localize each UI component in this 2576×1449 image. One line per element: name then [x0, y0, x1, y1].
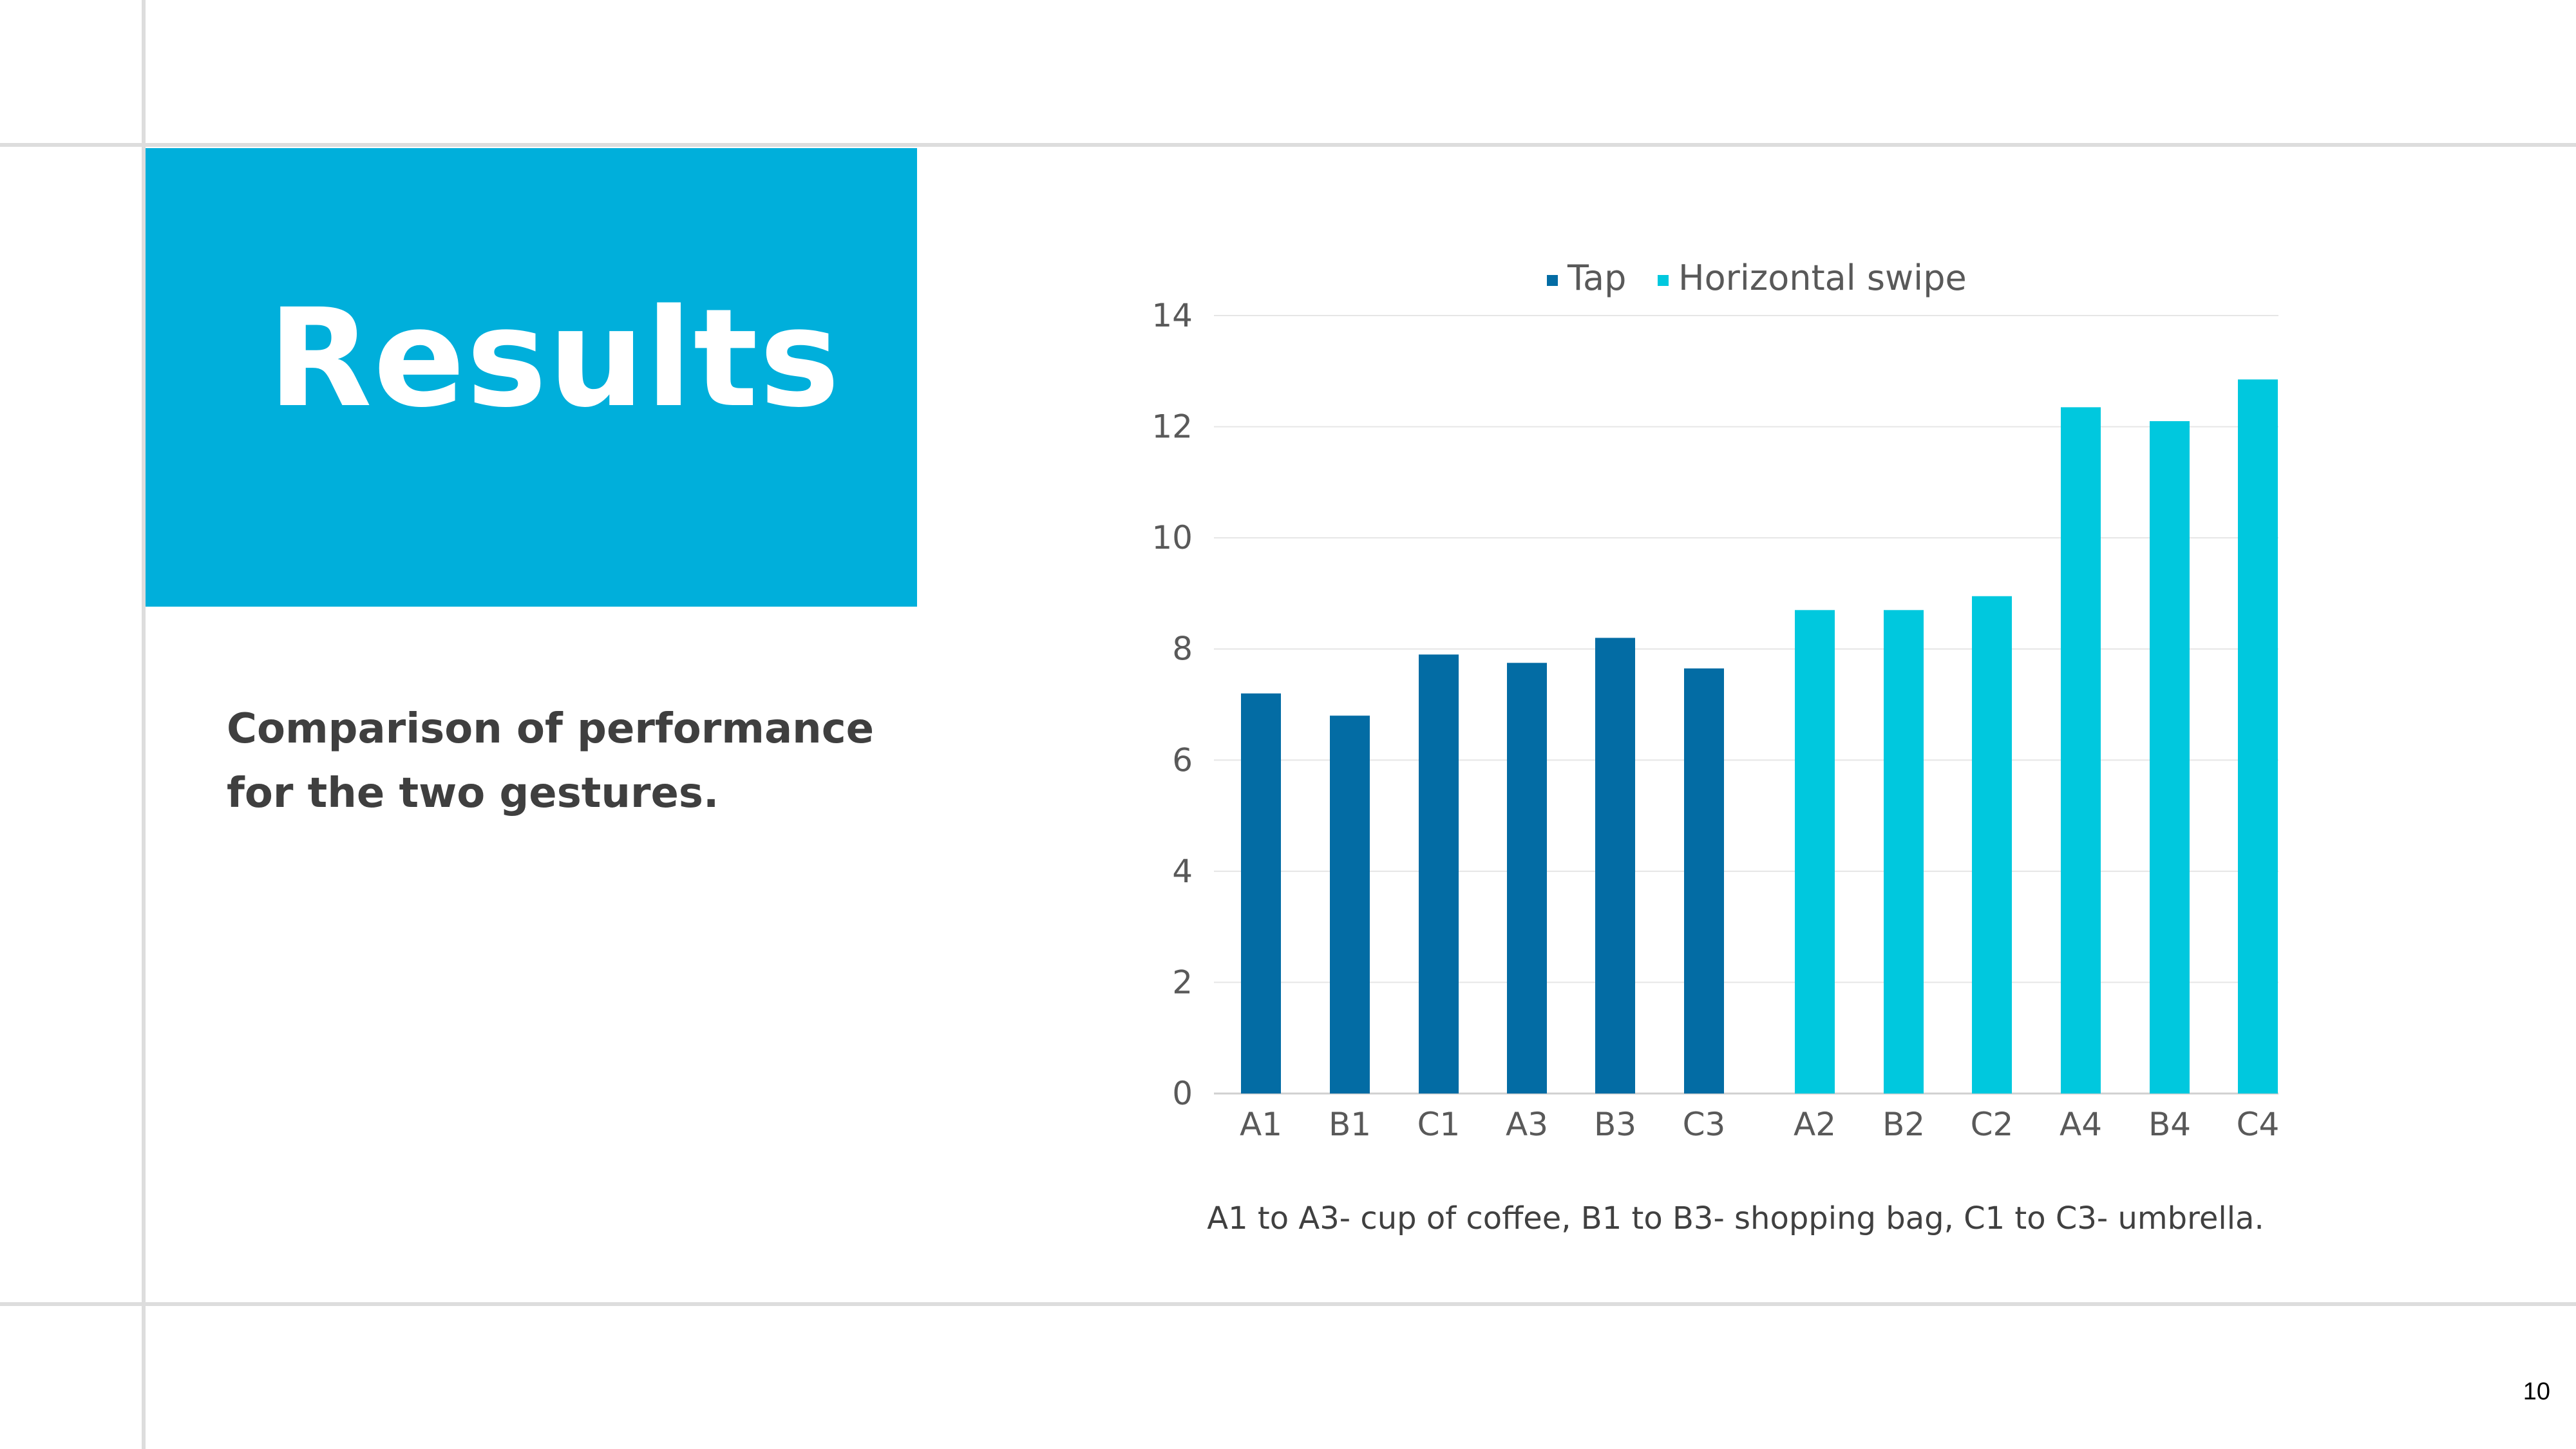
slide-subtitle: Comparison of performance for the two ge… [227, 705, 875, 817]
x-tick-label: A4 [2060, 1106, 2102, 1143]
legend-swatch [1658, 275, 1669, 286]
y-tick-label: 4 [1172, 853, 1193, 890]
x-tick-label: C4 [2237, 1106, 2280, 1143]
x-tick-label: A2 [1794, 1106, 1836, 1143]
left-divider-line [142, 0, 146, 1449]
bar-tap-a3 [1507, 663, 1547, 1094]
chart-gridlines [1214, 315, 2278, 1095]
bar-tap-c1 [1419, 654, 1459, 1094]
bar-tap-a1 [1241, 693, 1281, 1094]
chart-y-axis: 0 2 4 6 8 10 12 14 [1151, 297, 1193, 1112]
y-tick-label: 2 [1172, 963, 1193, 1001]
bar-horizontal-swipe-a4 [2061, 407, 2101, 1094]
bar-tap-b1 [1330, 715, 1370, 1094]
chart-bars [1241, 379, 2278, 1094]
x-tick-label: B4 [2148, 1106, 2191, 1143]
bottom-divider-line [0, 1302, 2576, 1306]
legend-label: Tap [1567, 258, 1626, 298]
bar-horizontal-swipe-a2 [1795, 610, 1835, 1094]
x-tick-label: A1 [1240, 1106, 1282, 1143]
x-tick-label: A3 [1506, 1106, 1548, 1143]
title-block: Results [146, 148, 917, 607]
y-tick-label: 10 [1151, 519, 1193, 556]
y-tick-label: 0 [1172, 1075, 1193, 1112]
chart-x-axis: A1 B1 C1 A3 B3 C3 A2 B2 C2 A4 B4 C4 [1240, 1106, 2279, 1143]
x-tick-label: B3 [1594, 1106, 1636, 1143]
chart-legend: Tap Horizontal swipe [1547, 258, 1967, 298]
slide-title: Results [268, 279, 841, 437]
page-number: 10 [2523, 1378, 2550, 1405]
bar-horizontal-swipe-c4 [2238, 379, 2278, 1094]
y-tick-label: 12 [1151, 408, 1193, 446]
y-tick-label: 8 [1172, 630, 1193, 668]
y-tick-label: 14 [1151, 297, 1193, 334]
bar-tap-b3 [1595, 638, 1635, 1094]
bar-tap-c3 [1684, 668, 1724, 1094]
x-tick-label: B2 [1882, 1106, 1925, 1143]
bar-horizontal-swipe-c2 [1972, 596, 2012, 1094]
x-tick-label: B1 [1329, 1106, 1371, 1143]
legend-label: Horizontal swipe [1678, 258, 1967, 298]
bar-horizontal-swipe-b2 [1884, 610, 1924, 1094]
x-tick-label: C2 [1971, 1106, 2014, 1143]
chart-caption: A1 to A3- cup of coffee, B1 to B3- shopp… [1207, 1200, 2264, 1236]
x-tick-label: C1 [1417, 1106, 1461, 1143]
x-tick-label: C3 [1683, 1106, 1726, 1143]
y-tick-label: 6 [1172, 741, 1193, 779]
bar-horizontal-swipe-b4 [2150, 421, 2190, 1094]
top-divider-line [0, 143, 2576, 147]
legend-swatch [1547, 275, 1558, 286]
